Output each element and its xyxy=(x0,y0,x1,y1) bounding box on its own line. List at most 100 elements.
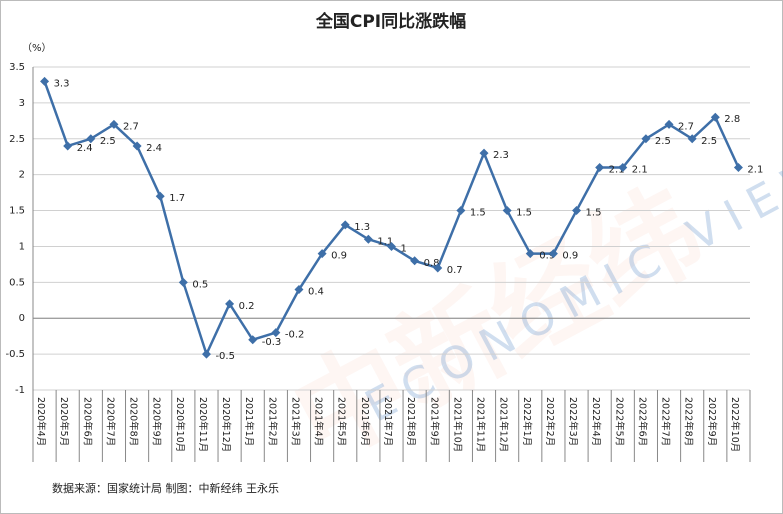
source-note: 数据来源：国家统计局 制图：中新经纬 王永乐 xyxy=(52,481,279,495)
data-label: 1.5 xyxy=(586,208,602,219)
x-tick-label: 2022年1月 xyxy=(521,397,533,446)
x-tick-label: 2022年8月 xyxy=(683,397,695,446)
x-tick-label: 2020年11月 xyxy=(197,397,209,452)
data-label: 2.1 xyxy=(747,164,763,175)
data-label: -0.2 xyxy=(285,330,305,341)
data-label: 0.9 xyxy=(331,251,347,262)
data-label: 1.1 xyxy=(377,236,393,247)
x-tick-label: 2021年8月 xyxy=(405,397,417,446)
data-label: 2.5 xyxy=(100,136,116,147)
data-label: 2.7 xyxy=(123,121,139,132)
x-tick-label: 2022年4月 xyxy=(590,397,602,446)
data-label: -0.3 xyxy=(262,337,282,348)
x-tick-label: 2020年7月 xyxy=(104,397,116,446)
marker xyxy=(225,299,235,309)
x-tick-label: 2021年9月 xyxy=(428,397,440,446)
data-label: 1.5 xyxy=(516,208,532,219)
marker xyxy=(595,162,605,172)
marker xyxy=(132,141,142,151)
data-label: 1.5 xyxy=(470,208,486,219)
x-tick-label: 2020年12月 xyxy=(220,397,232,452)
marker xyxy=(618,162,628,172)
y-tick-label: 2 xyxy=(19,170,25,181)
data-label: 2.1 xyxy=(609,164,625,175)
marker xyxy=(410,256,420,266)
marker xyxy=(201,349,211,359)
y-tick-label: 1.5 xyxy=(9,206,25,217)
data-label: 1 xyxy=(401,243,407,254)
marker xyxy=(178,277,188,287)
marker xyxy=(548,249,558,259)
marker xyxy=(525,249,535,259)
x-tick-label: 2021年10月 xyxy=(451,397,463,452)
y-tick-label: 0 xyxy=(19,313,25,324)
y-tick-label: 0.5 xyxy=(9,277,25,288)
x-tick-label: 2021年12月 xyxy=(498,397,510,452)
y-tick-label: 1 xyxy=(19,241,25,252)
marker xyxy=(710,112,720,122)
x-tick-label: 2022年6月 xyxy=(636,397,648,446)
x-tick-label: 2020年9月 xyxy=(151,397,163,446)
data-label: -0.5 xyxy=(215,351,235,362)
x-tick-label: 2021年6月 xyxy=(359,397,371,446)
data-label: 0.9 xyxy=(562,251,578,262)
marker xyxy=(294,285,304,295)
marker xyxy=(40,76,50,86)
y-tick-label: -1 xyxy=(15,385,25,396)
x-tick-label: 2021年3月 xyxy=(289,397,301,446)
data-label: 2.3 xyxy=(493,150,509,161)
x-tick-label: 2020年8月 xyxy=(128,397,140,446)
x-tick-label: 2021年5月 xyxy=(336,397,348,446)
data-label: 0.5 xyxy=(192,279,208,290)
data-label: 1.7 xyxy=(169,193,185,204)
y-tick-label: 2.5 xyxy=(9,134,25,145)
marker xyxy=(641,134,651,144)
marker xyxy=(86,134,96,144)
x-tick-label: 2021年11月 xyxy=(475,397,487,452)
x-tick-label: 2022年9月 xyxy=(706,397,718,446)
data-label: 0.2 xyxy=(239,301,255,312)
marker xyxy=(664,119,674,129)
data-label: 2.8 xyxy=(724,114,740,125)
y-tick-label: 3 xyxy=(19,98,25,109)
marker xyxy=(317,249,327,259)
x-tick-label: 2021年1月 xyxy=(243,397,255,446)
x-tick-label: 2020年6月 xyxy=(81,397,93,446)
marker xyxy=(479,148,489,158)
y-tick-label: -0.5 xyxy=(5,349,25,360)
data-label: 2.1 xyxy=(632,164,648,175)
marker xyxy=(456,206,466,216)
marker xyxy=(733,162,743,172)
x-tick-label: 2021年2月 xyxy=(266,397,278,446)
x-tick-label: 2022年5月 xyxy=(613,397,625,446)
marker xyxy=(387,241,396,251)
marker xyxy=(271,328,281,338)
marker xyxy=(248,335,258,345)
marker xyxy=(155,191,165,201)
x-tick-label: 2021年7月 xyxy=(382,397,394,446)
x-tick-label: 2022年7月 xyxy=(660,397,672,446)
data-label: 2.5 xyxy=(701,136,717,147)
marker xyxy=(109,119,119,129)
x-tick-label: 2020年10月 xyxy=(174,397,186,452)
data-label: 1.3 xyxy=(354,222,370,233)
y-unit: （%） xyxy=(22,42,52,54)
data-label: 0.8 xyxy=(424,258,440,269)
marker xyxy=(572,206,582,216)
data-label: 0.9 xyxy=(539,251,555,262)
x-tick-label: 2022年10月 xyxy=(729,397,741,452)
marker xyxy=(63,141,73,151)
data-label: 2.7 xyxy=(678,121,694,132)
x-tick-label: 2022年2月 xyxy=(544,397,556,446)
data-label: 2.5 xyxy=(655,136,671,147)
x-tick-label: 2022年3月 xyxy=(567,397,579,446)
chart-title: 全国CPI同比涨跌幅 xyxy=(315,11,466,32)
marker xyxy=(502,206,512,216)
data-label: 2.4 xyxy=(146,143,162,154)
x-tick-label: 2021年4月 xyxy=(313,397,325,446)
marker xyxy=(687,134,697,144)
marker xyxy=(340,220,350,230)
data-label: 0.7 xyxy=(447,265,463,276)
